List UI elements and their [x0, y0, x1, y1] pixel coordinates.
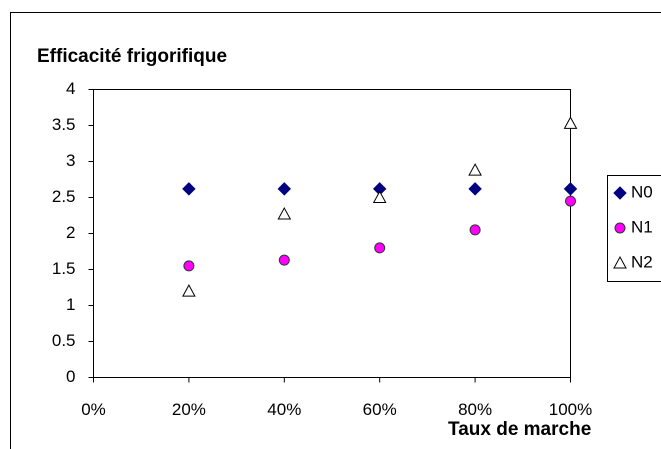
point [563, 116, 578, 129]
x-tick-label: 80% [458, 400, 492, 419]
y-tick-label: 0.5 [52, 331, 76, 350]
y-tick-label: 3.5 [52, 115, 76, 134]
x-tick-label: 0% [81, 400, 106, 419]
point [469, 224, 481, 236]
x-axis-label: Taux de marche [448, 419, 591, 440]
x-tick-label: 60% [363, 400, 397, 419]
plot-area [93, 89, 571, 378]
x-tick-label: 100% [549, 400, 592, 419]
chart-title: Efficacité frigorifique [37, 46, 227, 67]
y-tick-label: 4 [66, 79, 75, 98]
point [277, 182, 292, 196]
point [182, 182, 196, 196]
legend-label: N1 [631, 217, 653, 236]
point [565, 195, 576, 207]
y-tick-label: 0 [66, 367, 75, 386]
chart-border [10, 12, 661, 449]
point [277, 207, 292, 220]
point [183, 260, 195, 272]
y-tick-label: 2 [66, 223, 75, 242]
x-tick-label: 40% [267, 400, 301, 419]
y-tick-label: 1 [66, 295, 75, 314]
legend-label: N2 [631, 252, 653, 271]
x-tick-label: 20% [172, 400, 206, 419]
legend-marker [613, 255, 627, 269]
point [182, 284, 196, 297]
point [563, 182, 578, 196]
point [468, 182, 482, 196]
point [468, 163, 482, 176]
legend-marker [613, 186, 627, 200]
point [374, 242, 386, 254]
point [372, 190, 387, 203]
y-tick-label: 2.5 [52, 187, 76, 206]
y-tick-label: 1.5 [52, 259, 76, 278]
legend-label: N0 [631, 182, 653, 201]
y-tick-label: 3 [66, 151, 75, 170]
point [278, 254, 290, 266]
legend-marker [614, 222, 626, 234]
